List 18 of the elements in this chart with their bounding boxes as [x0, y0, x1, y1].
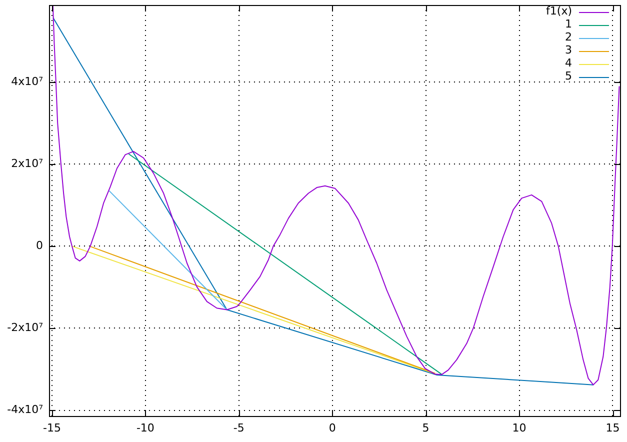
x-tick-label: 10 [512, 421, 526, 434]
y-tick-label: -4x10⁷ [7, 403, 43, 416]
legend-label: 1 [565, 17, 572, 30]
legend-label: f1(x) [546, 4, 572, 18]
y-tick-label: -2x10⁷ [7, 321, 43, 334]
legend-label: 4 [565, 56, 572, 70]
x-tick-label: -10 [136, 421, 154, 434]
x-tick-label: 5 [422, 421, 430, 434]
x-tick-label: -5 [233, 421, 244, 434]
x-tick-label: 0 [328, 421, 336, 434]
y-tick-label: 0 [36, 239, 43, 252]
y-tick-label: 2x10⁷ [11, 157, 43, 170]
x-tick-label: -15 [43, 421, 61, 434]
legend-label: 3 [565, 43, 572, 56]
legend-label: 2 [565, 30, 572, 44]
legend-label: 5 [565, 69, 572, 82]
y-tick-label: 4x10⁷ [11, 74, 43, 88]
x-tick-label: 15 [606, 421, 620, 434]
